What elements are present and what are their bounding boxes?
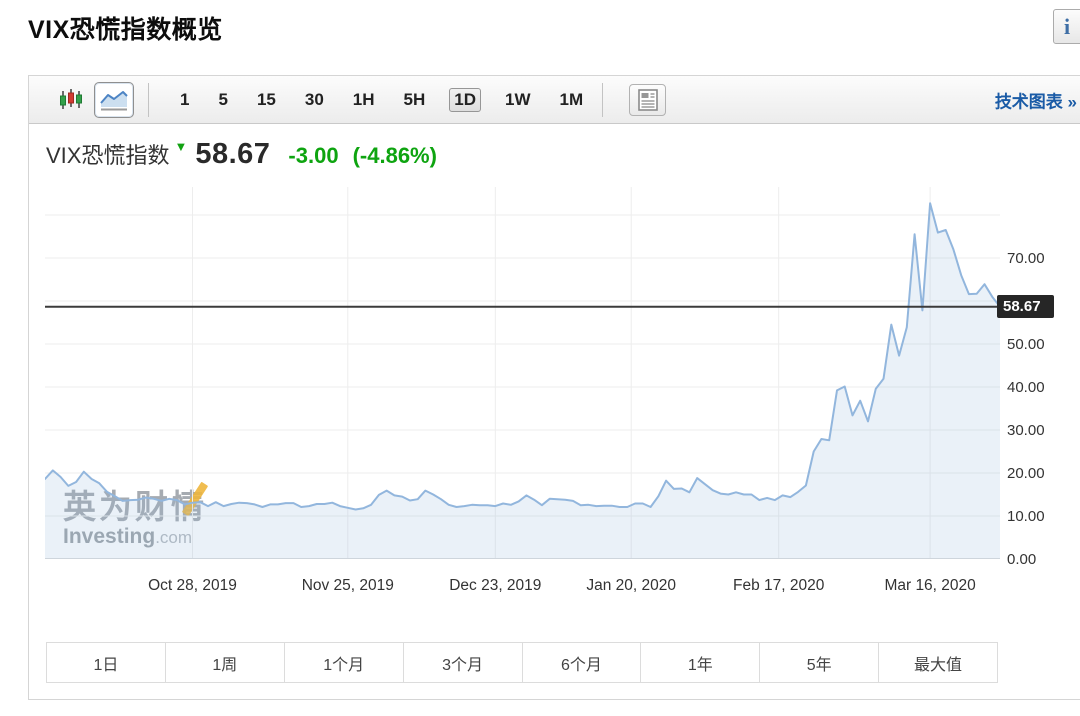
range-button-最大值[interactable]: 最大值 — [879, 643, 997, 682]
last-price-badge: 58.67 — [997, 295, 1054, 318]
range-selector: 1日 1周 1个月 3个月 6个月 1年 5年 最大值 — [46, 642, 998, 683]
y-axis-tick-20.00: 20.00 — [1007, 464, 1045, 482]
chart-widget: 1 5 15 30 1H 5H 1D 1W 1M 技术图表 » VIX恐慌指数 ▼ 58.67 … — [28, 75, 1080, 700]
last-price: 58.67 — [195, 138, 271, 170]
range-button-1日[interactable]: 1日 — [47, 643, 166, 682]
y-axis-tick-50.00: 50.00 — [1007, 335, 1045, 353]
interval-1M[interactable]: 1M — [559, 89, 584, 109]
watermark: 英为财情 Investing.com — [63, 480, 209, 549]
x-axis-tick-Oct-28-2019: Oct 28, 2019 — [148, 577, 237, 594]
news-icon — [637, 88, 658, 111]
vix-area-chart — [45, 187, 1000, 559]
info-icon: i — [1064, 13, 1071, 39]
x-axis-tick-Mar-16-2020: Mar 16, 2020 — [884, 577, 976, 594]
quote-row: VIX恐慌指数 ▼ 58.67 -3.00 (-4.86%) — [46, 138, 437, 171]
interval-1D[interactable]: 1D — [449, 87, 481, 112]
range-button-1年[interactable]: 1年 — [641, 643, 761, 682]
interval-5[interactable]: 5 — [218, 89, 228, 109]
candlestick-icon — [60, 88, 82, 109]
y-axis-tick-40.00: 40.00 — [1007, 378, 1045, 396]
interval-15[interactable]: 15 — [256, 89, 276, 109]
line-chart-icon — [100, 90, 128, 110]
candlestick-chart-button[interactable] — [58, 87, 84, 113]
page-title: VIX恐慌指数概览 — [28, 16, 223, 44]
price-change: -3.00 — [288, 143, 339, 168]
y-axis-tick-30.00: 30.00 — [1007, 421, 1045, 439]
range-button-1周[interactable]: 1周 — [165, 643, 285, 682]
range-button-1个月[interactable]: 1个月 — [284, 643, 404, 682]
watermark-brand: Investing.com — [63, 525, 207, 549]
x-axis-tick-Nov-25-2019: Nov 25, 2019 — [301, 577, 394, 594]
x-axis-tick-Jan-20-2020: Jan 20, 2020 — [586, 577, 676, 594]
x-axis-tick-Dec-23-2019: Dec 23, 2019 — [449, 577, 542, 594]
y-axis-tick-70.00: 70.00 — [1007, 249, 1045, 267]
technical-chart-link[interactable]: 技术图表 » — [994, 92, 1077, 111]
toolbar-divider — [148, 82, 149, 117]
info-button[interactable]: i — [1053, 9, 1080, 44]
range-button-6个月[interactable]: 6个月 — [522, 643, 642, 682]
y-axis-tick-0.00: 0.00 — [1007, 551, 1037, 568]
line-chart-button[interactable] — [94, 81, 134, 118]
interval-1W[interactable]: 1W — [504, 89, 531, 109]
range-button-5年[interactable]: 5年 — [760, 643, 880, 682]
interval-selector: 1 5 15 30 1H 5H 1D 1W 1M — [175, 87, 588, 112]
down-arrow-icon: ▼ — [174, 139, 188, 154]
chart-plot-area[interactable]: 英为财情 Investing.com — [45, 187, 1000, 559]
interval-1H[interactable]: 1H — [352, 89, 375, 109]
watermark-cn: 英为财情 — [63, 480, 207, 528]
price-change-percent: (-4.86%) — [352, 143, 437, 168]
interval-5H[interactable]: 5H — [403, 89, 426, 109]
range-button-3个月[interactable]: 3个月 — [403, 643, 523, 682]
y-axis-tick-10.00: 10.00 — [1007, 507, 1045, 525]
toolbar-divider — [602, 82, 604, 117]
x-axis-tick-Feb-17-2020: Feb 17, 2020 — [733, 577, 825, 594]
interval-1[interactable]: 1 — [180, 89, 190, 109]
news-button[interactable] — [629, 83, 667, 116]
chart-toolbar: 1 5 15 30 1H 5H 1D 1W 1M 技术图表 » — [29, 76, 1080, 124]
symbol-name: VIX恐慌指数 — [46, 143, 170, 168]
interval-30[interactable]: 30 — [304, 89, 324, 109]
